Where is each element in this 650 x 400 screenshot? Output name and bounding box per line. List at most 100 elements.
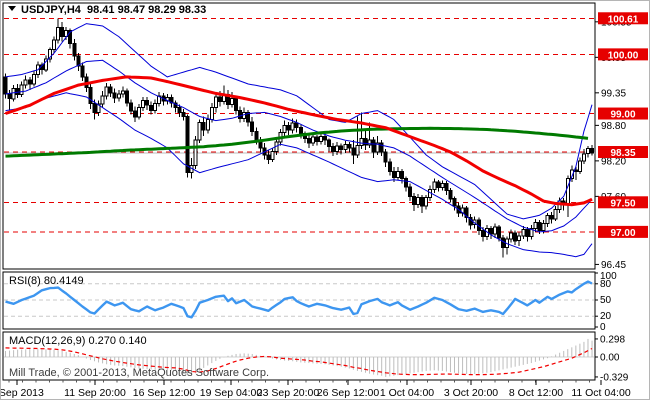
rsi-line <box>5 280 593 319</box>
bull-candle <box>367 139 372 146</box>
bear-candle <box>124 90 129 104</box>
rsi-tick-label: 50 <box>600 295 612 306</box>
bull-candle <box>157 95 162 105</box>
macd-panel[interactable] <box>2 331 596 381</box>
time-axis-label: 3 Oct 20:00 <box>444 387 498 399</box>
bull-candle <box>48 49 52 60</box>
bull-candle <box>282 124 287 134</box>
symbol-dropdown-triangle-icon[interactable] <box>8 6 16 11</box>
bear-candle <box>383 151 388 163</box>
bear-candle <box>60 27 65 38</box>
bull-candle <box>310 136 315 144</box>
bear-candle <box>286 124 291 131</box>
time-axis-label: 1 Oct 04:00 <box>380 387 434 399</box>
price-level-badge <box>598 146 648 158</box>
time-axis[interactable]: 9 Sep 2013 11 Sep 20:00 16 Sep 12:00 19 Sep… <box>1 380 631 399</box>
price-level-badge-label: 98.35 <box>610 148 635 159</box>
price-axis[interactable]: 100.5599.9599.3598.8098.2097.6096.45100.… <box>595 12 648 383</box>
bear-candle <box>480 230 485 238</box>
overlay-lines <box>5 23 593 258</box>
price-level-badge-label: 100.61 <box>608 14 639 25</box>
time-axis-label: 8 Oct 12:00 <box>509 387 563 399</box>
bear-candle <box>149 104 154 112</box>
bear-candle <box>331 146 336 152</box>
bear-candle <box>513 232 518 242</box>
bull-candle <box>56 27 61 41</box>
bear-candle <box>391 171 396 178</box>
bull-candle <box>565 178 570 206</box>
bollinger-upper-band <box>5 23 593 220</box>
bear-candle <box>72 43 77 57</box>
bear-candle <box>497 226 501 239</box>
bear-candle <box>379 142 384 153</box>
price-level-badge-label: 100.00 <box>608 50 639 61</box>
bear-candle <box>412 195 416 206</box>
bear-candle <box>68 30 73 45</box>
red-ma-line <box>5 75 593 207</box>
bull-candle <box>230 98 234 106</box>
bull-candle <box>116 93 121 99</box>
bear-candle <box>347 143 352 149</box>
bear-candle <box>399 171 404 180</box>
bull-candle <box>193 139 198 167</box>
bull-candle <box>290 122 295 131</box>
macd-signal-line <box>5 347 593 376</box>
bear-candle <box>339 145 344 151</box>
macd-layer <box>4 338 594 377</box>
price-level-badge-label: 97.50 <box>610 198 635 209</box>
bear-candle <box>108 86 113 94</box>
bear-candle <box>250 121 255 132</box>
price-level-badge-label: 97.00 <box>610 228 635 239</box>
bull-candle <box>533 221 538 229</box>
bull-candle <box>319 136 323 142</box>
bear-candle <box>246 111 251 123</box>
bear-candle <box>238 110 243 119</box>
bear-candle <box>169 97 174 104</box>
bear-candle <box>315 136 319 142</box>
bull-candle <box>205 119 210 131</box>
bull-candle <box>96 103 101 113</box>
bear-candle <box>92 103 97 113</box>
price-level-badge <box>598 225 648 238</box>
macd-tick-label: 0.00 <box>600 353 620 364</box>
bear-candle <box>76 55 81 67</box>
time-axis-label: 16 Sep 12:00 <box>133 387 196 399</box>
bear-candle <box>112 92 117 99</box>
bear-candle <box>444 182 449 191</box>
bear-candle <box>27 79 32 85</box>
time-axis-label: 26 Sep 12:00 <box>317 387 380 399</box>
bear-candle <box>145 100 150 106</box>
bear-candle <box>254 130 259 141</box>
chart-title-ohlc: 98.41 98.47 98.29 98.33 <box>87 4 206 16</box>
rsi-label: RSI(8) 80.4149 <box>9 275 84 287</box>
bull-candle <box>44 58 48 71</box>
bull-candle <box>270 150 275 161</box>
rsi-layer <box>4 280 594 319</box>
bull-candle <box>52 39 56 51</box>
bull-candle <box>529 227 534 238</box>
bear-candle <box>363 137 368 146</box>
bear-candle <box>266 154 271 161</box>
time-axis-label: 19 Sep 04:00 <box>200 387 263 399</box>
bull-candle <box>586 147 590 155</box>
bear-candle <box>327 139 332 148</box>
bull-candle <box>492 226 497 235</box>
bear-candle <box>201 121 206 131</box>
bear-candle <box>404 178 408 188</box>
bull-candle <box>209 107 214 120</box>
bull-candle <box>11 88 16 100</box>
bull-candle <box>335 145 340 152</box>
bull-candle <box>541 223 546 232</box>
bear-candle <box>306 137 311 144</box>
macd-tick-label: 0.298 <box>600 334 625 345</box>
bull-candle <box>343 143 348 151</box>
time-axis-label: 11 Sep 20:00 <box>64 387 126 399</box>
bull-candle <box>141 100 145 109</box>
bear-candle <box>488 227 493 235</box>
bear-candle <box>185 116 190 174</box>
price-tick-label: 96.45 <box>601 260 626 271</box>
bull-candle <box>440 182 445 188</box>
bear-candle <box>181 111 186 118</box>
